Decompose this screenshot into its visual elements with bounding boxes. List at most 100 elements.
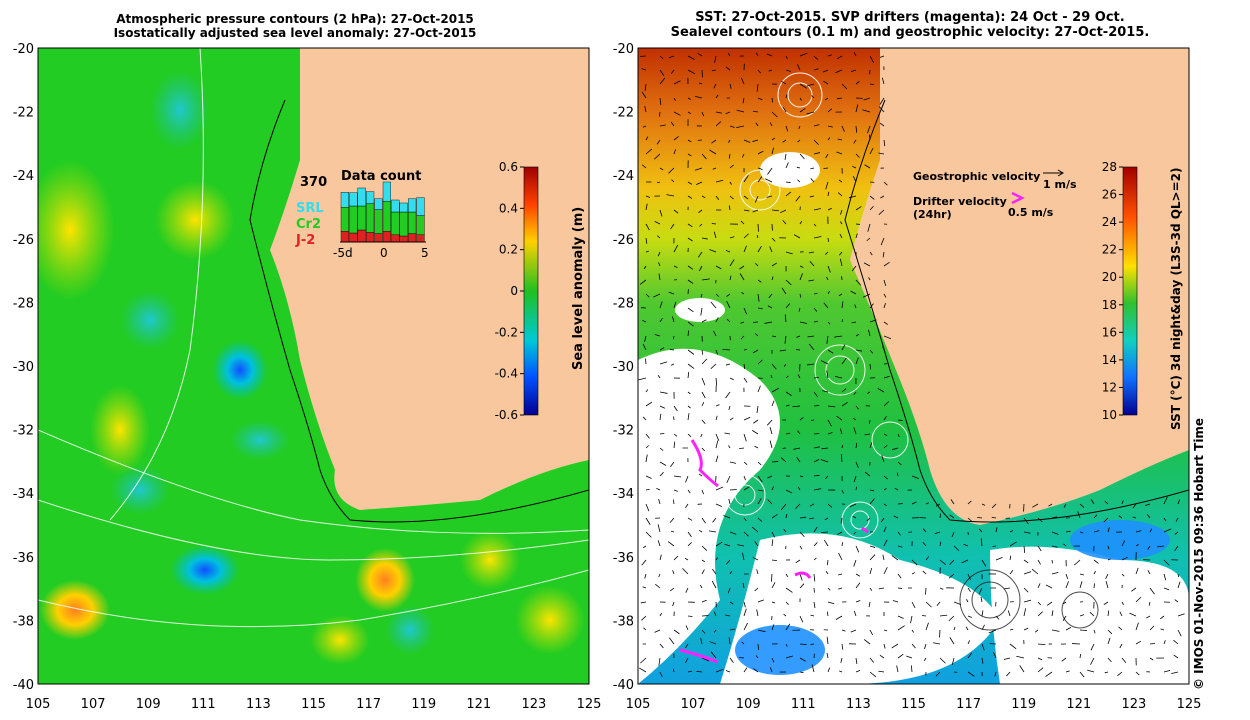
velocity-arrow [687, 223, 693, 228]
velocity-arrow [752, 209, 759, 213]
velocity-arrow [1051, 516, 1058, 519]
velocity-arrow [659, 167, 664, 171]
velocity-arrow [1093, 530, 1100, 533]
histogram-bar-segment [366, 191, 375, 204]
velocity-arrow [670, 363, 675, 366]
velocity-arrow [796, 456, 801, 463]
velocity-arrow [757, 385, 761, 393]
velocity-arrow [839, 670, 843, 673]
velocity-arrow [673, 499, 675, 505]
velocity-arrow [771, 262, 777, 267]
velocity-arrow [697, 251, 703, 258]
velocity-arrow [715, 486, 724, 491]
velocity-arrow [644, 335, 647, 343]
velocity-arrow [869, 251, 873, 256]
velocity-arrow [813, 293, 818, 295]
velocity-arrow [785, 655, 793, 659]
velocity-arrow [785, 432, 791, 435]
velocity-arrow [950, 499, 955, 505]
velocity-arrow [658, 273, 661, 281]
velocity-arrow [1065, 670, 1070, 673]
velocity-arrow [867, 125, 871, 134]
velocity-arrow [743, 307, 748, 315]
velocity-arrow [1093, 570, 1096, 575]
velocity-arrow [855, 153, 860, 158]
velocity-arrow [799, 273, 803, 281]
velocity-arrow [743, 531, 749, 537]
velocity-arrow [1037, 643, 1046, 646]
y-tick-label: -38 [613, 614, 634, 629]
velocity-arrow [756, 569, 759, 575]
velocity-arrow [1009, 530, 1014, 533]
y-tick-label: -40 [613, 678, 634, 693]
velocity-arrow [672, 570, 675, 575]
velocity-arrow [754, 445, 759, 449]
velocity-arrow [785, 489, 793, 494]
velocity-arrow [701, 545, 708, 551]
velocity-arrow [826, 636, 829, 645]
velocity-arrow [925, 502, 929, 505]
velocity-arrow [855, 582, 861, 589]
velocity-arrow [659, 554, 662, 561]
velocity-arrow [729, 489, 737, 491]
velocity-arrow [743, 433, 747, 442]
velocity-arrow [933, 642, 941, 645]
velocity-arrow [799, 52, 808, 57]
velocity-arrow [673, 433, 678, 437]
velocity-arrow [715, 433, 720, 441]
velocity-arrow [701, 358, 708, 365]
y-tick-label: -40 [13, 678, 34, 693]
velocity-arrow [753, 668, 759, 673]
velocity-arrow [841, 489, 844, 494]
velocity-arrow [795, 503, 801, 509]
legend-srl: SRL [296, 201, 324, 216]
velocity-arrow [897, 615, 904, 619]
velocity-arrow [752, 139, 759, 142]
velocity-arrow [850, 629, 857, 633]
velocity-arrow [823, 302, 829, 309]
velocity-arrow [820, 360, 829, 365]
velocity-arrow [756, 234, 759, 239]
velocity-arrow [855, 104, 859, 113]
velocity-arrow [1145, 503, 1151, 506]
velocity-arrow [841, 444, 844, 449]
velocity-arrow [709, 149, 717, 155]
velocity-arrow [949, 514, 955, 519]
velocity-arrow [911, 475, 920, 480]
geostrophic-scale: 1 m/s [1043, 178, 1077, 191]
velocity-arrow [799, 220, 803, 225]
velocity-arrow [1132, 516, 1137, 519]
velocity-arrow [715, 94, 719, 99]
velocity-arrow [841, 318, 844, 323]
velocity-arrow [755, 655, 759, 659]
histogram-bar-segment [366, 203, 375, 233]
velocity-arrow [840, 657, 843, 663]
velocity-arrow [701, 569, 705, 575]
drifter-scale: 0.5 m/s [1008, 206, 1054, 219]
velocity-arrow [1163, 528, 1172, 533]
velocity-arrow [894, 487, 899, 491]
velocity-arrow [729, 531, 737, 535]
imos-credit: © IMOS 01-Nov-2015 09:36 Hobart Time [1192, 417, 1206, 690]
velocity-arrow [855, 461, 859, 468]
velocity-arrow [701, 599, 707, 603]
velocity-arrow [911, 643, 916, 649]
velocity-arrow [743, 175, 749, 183]
velocity-arrow [751, 526, 759, 533]
velocity-arrow [785, 513, 788, 519]
velocity-arrow [813, 433, 820, 435]
velocity-arrow [883, 303, 886, 309]
velocity-arrow [726, 293, 731, 297]
australia-land-right [850, 48, 1189, 525]
velocity-arrow [840, 517, 843, 524]
colorbar-tick-label: 16 [1102, 325, 1117, 339]
velocity-arrow [978, 528, 983, 533]
velocity-arrow [729, 601, 734, 605]
velocity-arrow [698, 473, 703, 477]
velocity-arrow [1037, 667, 1044, 673]
x-tick-label: 109 [136, 697, 161, 712]
velocity-arrow [897, 531, 901, 536]
velocity-arrow [1023, 599, 1032, 603]
velocity-arrow [642, 320, 647, 323]
velocity-arrow [715, 179, 724, 183]
